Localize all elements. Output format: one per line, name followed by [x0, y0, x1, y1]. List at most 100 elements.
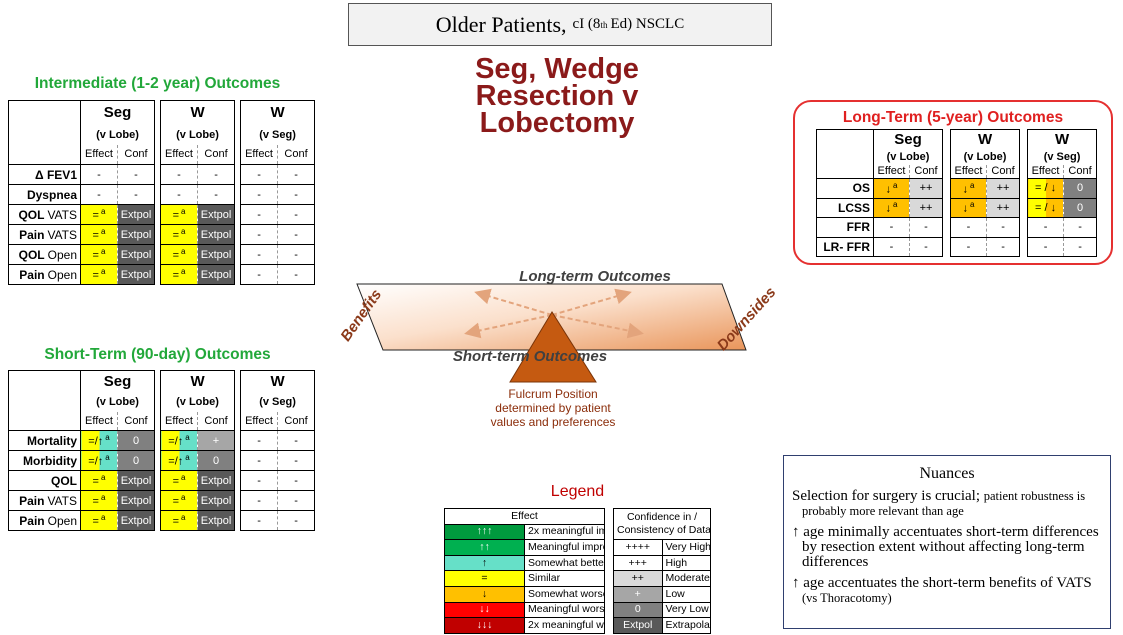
cell-text: ↓: [885, 203, 892, 216]
legend-body: Confidence in / Consistency of Data ++++ Ve…: [613, 507, 711, 634]
cell-text: ↓: [962, 203, 969, 216]
table-cell: -: [277, 224, 316, 245]
row-label-part: VATS: [47, 227, 77, 242]
cell-text: =/↑: [88, 435, 104, 448]
data-row: Morbidity =/↑ a 0 =/↑ a 0- -: [8, 450, 316, 471]
cell-text: 0: [1076, 201, 1084, 214]
table-cell: = / ↓: [1027, 178, 1065, 199]
outcome-table: Seg W W (v Lobe) (v Lobe) (v Seg) Effect Conf Ef…: [816, 129, 1098, 257]
header-row: Effect Conf Effect Conf Effect Conf: [9, 411, 316, 431]
outcome-table: Seg W W (v Lobe) (v Lobe) (v Seg) Effect Conf Ef…: [8, 100, 316, 285]
row-label-part: LR- FFR: [823, 239, 870, 254]
section-title: Intermediate (1-2 year) Outcomes: [34, 75, 281, 92]
table-cell: -: [116, 164, 156, 185]
group-name: W: [950, 129, 1021, 150]
group-sub: (v Lobe): [79, 124, 156, 145]
arrows: [464, 288, 644, 339]
cell-note: a: [970, 200, 975, 210]
cell-text: 0: [1076, 182, 1084, 195]
legend-confidence: Confidence in / Consistency of Data ++++ Ve…: [613, 507, 711, 634]
cell-note: a: [181, 267, 186, 277]
table-cell: -: [80, 184, 118, 205]
column-header: Conf: [197, 144, 236, 165]
legend-symbol: =: [444, 570, 525, 587]
legend-symbol: ↓: [444, 585, 525, 603]
table-cell: 0: [116, 430, 156, 451]
row-label-part: LCSS: [837, 200, 870, 215]
table-cell: ++: [986, 178, 1021, 199]
table-cell: -: [240, 164, 279, 185]
cell-text: 0: [132, 434, 140, 447]
center-title-line: Lobectomy: [479, 107, 635, 139]
table-cell: -: [986, 236, 1021, 257]
legend-row: ↓↓Meaningful worsening: [444, 601, 605, 619]
table-cell: Extpol: [197, 244, 236, 265]
table-cell: -: [240, 510, 279, 531]
legend-row: ↑ Somewhat better: [444, 554, 605, 572]
table-cell: 0: [197, 450, 236, 471]
row-label-part: Pain: [19, 227, 45, 242]
column-header: Effect: [873, 164, 910, 179]
row-label: Pain Open: [8, 510, 81, 531]
column-header: Conf: [116, 144, 156, 165]
table-cell: ↓ a: [950, 197, 988, 218]
data-row: OS ↓ a ++ ↓ a ++ = / ↓ 0: [816, 178, 1098, 199]
row-label-part: Pain: [19, 513, 45, 528]
legend-header-row: Effect: [444, 508, 605, 525]
cell-text: Extpol: [200, 208, 232, 221]
legend-symbol: ++++: [613, 539, 663, 556]
cell-text: Extpol: [200, 474, 232, 487]
row-label: QOL VATS: [8, 204, 81, 225]
data-row: Dyspnea - - - - - -: [8, 184, 316, 205]
title-sup: th: [600, 19, 608, 30]
data-row: Mortality =/↑ a 0 =/↑ a + - -: [8, 430, 316, 451]
cell-note: a: [893, 180, 898, 190]
spacer: [1019, 237, 1029, 257]
legend-header-line: Confidence in /: [626, 511, 698, 524]
legend-header: Confidence in / Consistency of Data: [613, 507, 711, 541]
title: Older Patients,: [435, 11, 567, 37]
cell-note: a: [181, 493, 186, 503]
bottom-label: Short-term Outcomes: [453, 348, 607, 365]
column-header: Effect: [950, 164, 988, 179]
corner-cell: [8, 100, 81, 165]
data-row: LCSS ↓ a ++ ↓ a ++ = / ↓ 0: [816, 197, 1098, 218]
group-name: W: [160, 370, 236, 393]
row-label: QOL: [8, 470, 81, 491]
cell-text: Extpol: [120, 228, 152, 241]
table-cell: -: [197, 184, 236, 205]
table-cell: = a: [80, 244, 118, 265]
table-cell: -: [116, 184, 156, 205]
group-sub: (v Lobe): [79, 392, 156, 412]
table-cell: Extpol: [116, 204, 156, 225]
cell-text: =/↑: [168, 435, 184, 448]
row-label-part: QOL: [18, 247, 45, 262]
cell-note: a: [105, 453, 110, 463]
legend-label: Somewhat worse: [524, 585, 605, 603]
nuance-text: ↑ age minimally accentuates short-term d…: [792, 524, 1099, 570]
table-cell: = a: [80, 490, 118, 511]
legend-symbol: ++: [613, 570, 663, 587]
table-cell: = a: [80, 264, 118, 285]
spacer: [1019, 198, 1029, 218]
row-label: QOL Open: [8, 244, 81, 265]
legend-row: +++ High: [613, 554, 711, 572]
row-label: LR- FFR: [816, 236, 874, 257]
table-cell: Extpol: [197, 490, 236, 511]
cell-text: =: [172, 515, 179, 528]
legend-label: Similar: [524, 570, 605, 587]
table-cell: -: [277, 164, 316, 185]
row-label: Pain VATS: [8, 224, 81, 245]
row-label: Morbidity: [8, 450, 81, 471]
row-label-part: Δ FEV1: [35, 167, 77, 182]
legend-label: Somewhat better: [524, 554, 605, 572]
row-label-part: Open: [47, 513, 77, 528]
center-title: Seg, Wedge Resection v Lobectomy: [420, 55, 694, 139]
data-row: QOL VATS = a Extpol = a Extpol - -: [8, 204, 316, 225]
legend-label: Extrapolation: [661, 617, 711, 634]
cell-note: a: [970, 180, 975, 190]
group-sub: (v Lobe): [160, 124, 236, 145]
legend-label: Meaningful worsening: [524, 601, 605, 619]
row-label-part: FFR: [846, 220, 870, 235]
